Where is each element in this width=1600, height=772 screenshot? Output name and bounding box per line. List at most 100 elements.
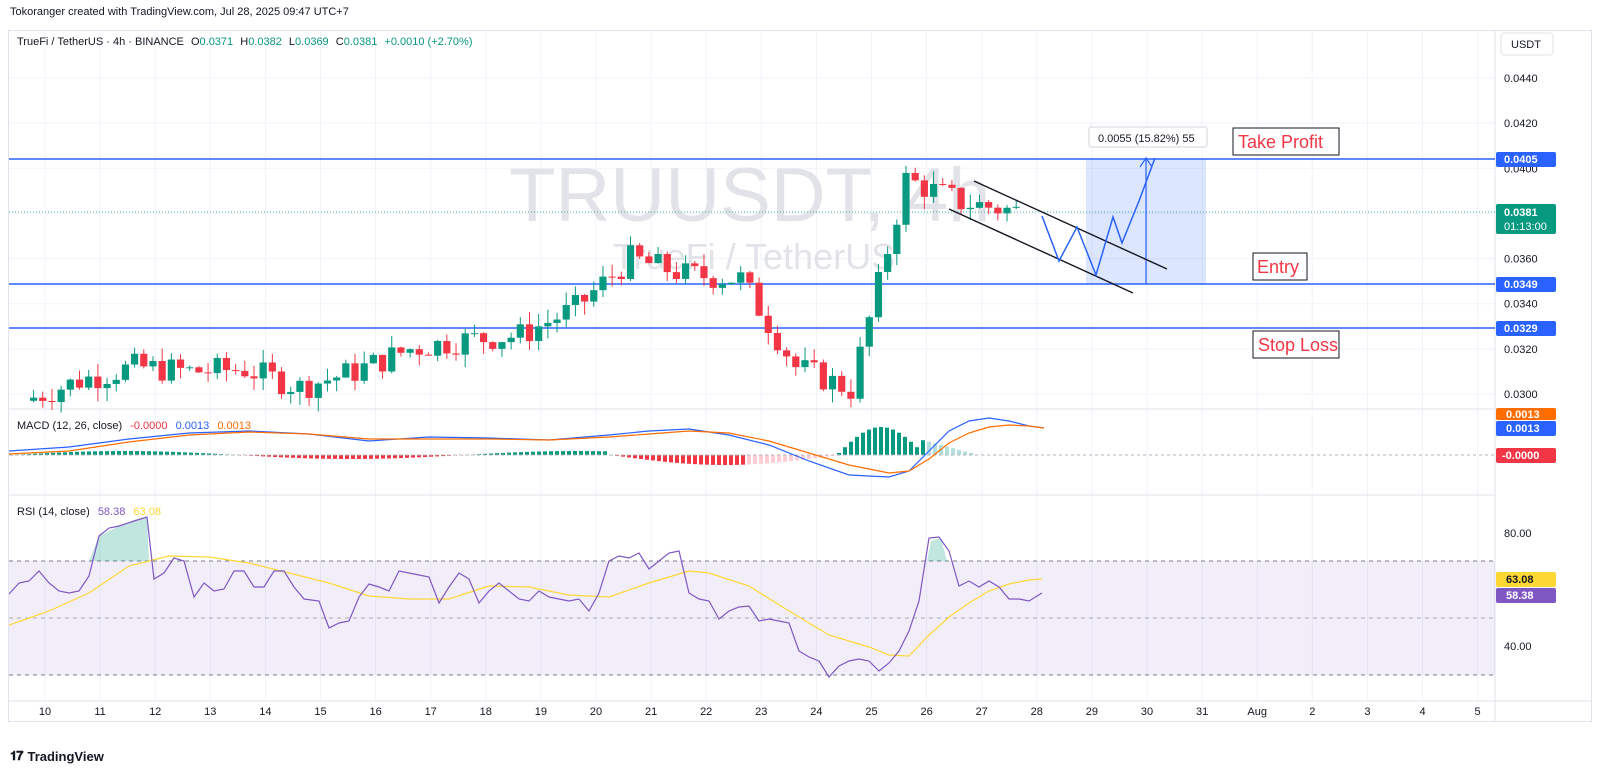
candle-body[interactable] <box>30 397 38 401</box>
currency-button[interactable] <box>1500 32 1554 56</box>
candle-body[interactable] <box>581 294 589 302</box>
candle-body[interactable] <box>691 263 699 267</box>
candle-body[interactable] <box>792 356 800 368</box>
candle-body[interactable] <box>975 202 984 208</box>
candle-body[interactable] <box>176 359 185 368</box>
candle-body[interactable] <box>902 172 910 225</box>
candle-body[interactable] <box>415 349 423 355</box>
channel-lower-line[interactable] <box>948 208 1134 294</box>
candle-body[interactable] <box>66 379 74 390</box>
candle-body[interactable] <box>85 376 93 388</box>
candle-body[interactable] <box>296 380 304 392</box>
candle-body[interactable] <box>957 187 965 210</box>
candle-body[interactable] <box>828 375 837 390</box>
candle-body[interactable] <box>75 379 84 388</box>
candle-body[interactable] <box>305 380 313 398</box>
candle-body[interactable] <box>57 389 65 403</box>
tradingview-logo[interactable]: 𝟏𝟕 TradingView <box>10 748 104 764</box>
candle-body[interactable] <box>149 361 157 367</box>
candle-body[interactable] <box>103 383 111 389</box>
candle-body[interactable] <box>718 284 726 288</box>
candle-body[interactable] <box>929 183 938 197</box>
candle-body[interactable] <box>525 324 534 342</box>
candle-body[interactable] <box>323 380 332 384</box>
candle-body[interactable] <box>369 354 377 364</box>
candle-body[interactable] <box>865 317 873 347</box>
candle-body[interactable] <box>948 184 956 188</box>
candle-body[interactable] <box>709 278 717 288</box>
candle-body[interactable] <box>672 272 681 279</box>
candle-body[interactable] <box>195 367 203 373</box>
candle-body[interactable] <box>112 379 120 384</box>
candle-body[interactable] <box>140 353 148 367</box>
candle-body[interactable] <box>783 350 791 357</box>
candle-body[interactable] <box>700 266 708 279</box>
candle-body[interactable] <box>727 282 736 285</box>
candle-body[interactable] <box>994 207 1002 214</box>
candle-body[interactable] <box>893 224 901 254</box>
candle-body[interactable] <box>397 347 405 353</box>
candle-body[interactable] <box>874 272 883 318</box>
candle-body[interactable] <box>241 370 249 377</box>
candle-body[interactable] <box>443 340 451 354</box>
candle-body[interactable] <box>489 342 497 349</box>
candle-body[interactable] <box>535 326 543 342</box>
candle-body[interactable] <box>544 322 552 327</box>
candle-body[interactable] <box>553 319 561 323</box>
candle-body[interactable] <box>571 294 579 305</box>
candle-body[interactable] <box>259 362 267 379</box>
candle-body[interactable] <box>342 363 350 378</box>
candle-body[interactable] <box>626 245 635 279</box>
candle-body[interactable] <box>884 253 892 273</box>
candle-body[interactable] <box>333 377 341 381</box>
candle-body[interactable] <box>268 362 276 372</box>
candle-body[interactable] <box>920 180 928 197</box>
candle-body[interactable] <box>966 207 974 210</box>
candle-body[interactable] <box>819 362 827 390</box>
candle-body[interactable] <box>608 276 616 278</box>
candle-body[interactable] <box>121 364 130 380</box>
candle-body[interactable] <box>48 400 56 403</box>
candle-body[interactable] <box>461 333 469 355</box>
candle-body[interactable] <box>250 376 258 379</box>
candle-body[interactable] <box>590 290 598 302</box>
candle-body[interactable] <box>737 272 745 283</box>
candle-body[interactable] <box>939 183 947 185</box>
candle-body[interactable] <box>351 363 359 381</box>
candle-body[interactable] <box>158 361 166 381</box>
candle-body[interactable] <box>314 383 322 398</box>
candle-body[interactable] <box>213 357 221 374</box>
candle-body[interactable] <box>847 391 855 399</box>
candle-body[interactable] <box>232 370 240 372</box>
candle-body[interactable] <box>204 372 212 374</box>
candle-body[interactable] <box>1012 206 1020 208</box>
candle-body[interactable] <box>186 367 194 369</box>
candle-body[interactable] <box>764 315 772 333</box>
candle-body[interactable] <box>39 397 47 401</box>
candle-body[interactable] <box>755 282 763 316</box>
candle-body[interactable] <box>617 276 625 279</box>
candle-body[interactable] <box>636 245 644 257</box>
candle-body[interactable] <box>801 360 809 368</box>
candle-body[interactable] <box>856 346 864 399</box>
projected-path[interactable] <box>1041 157 1156 278</box>
candle-body[interactable] <box>277 371 286 395</box>
candle-body[interactable] <box>663 254 671 273</box>
candle-body[interactable] <box>516 324 524 338</box>
candle-body[interactable] <box>94 376 102 389</box>
candle-body[interactable] <box>470 333 478 335</box>
candle-body[interactable] <box>287 391 295 395</box>
candle-body[interactable] <box>1003 207 1011 214</box>
candle-body[interactable] <box>452 353 460 355</box>
candle-body[interactable] <box>599 276 607 291</box>
candle-body[interactable] <box>562 304 570 320</box>
candle-body[interactable] <box>682 263 690 279</box>
candle-body[interactable] <box>645 256 653 264</box>
candle-body[interactable] <box>838 375 846 392</box>
candle-body[interactable] <box>507 337 515 343</box>
candle-body[interactable] <box>985 202 993 208</box>
candle-body[interactable] <box>479 333 488 343</box>
candle-body[interactable] <box>378 354 387 372</box>
chart-container[interactable]: TRUUSDT, 4h TrueFi / TetherUS 0.0055 (15… <box>8 30 1592 722</box>
candle-body[interactable] <box>222 357 231 371</box>
